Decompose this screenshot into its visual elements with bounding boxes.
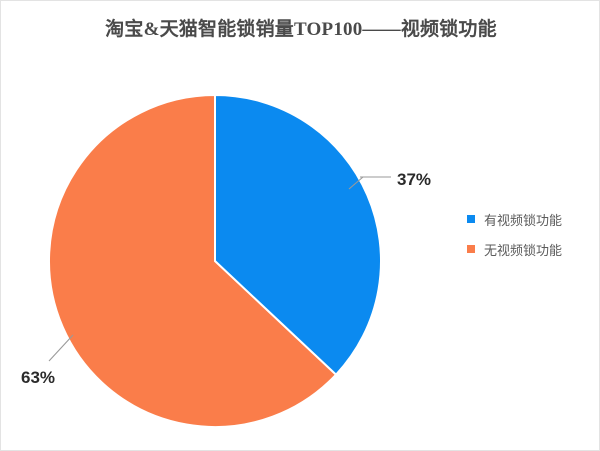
pie-label-blue-percent: 37% [397,170,431,189]
legend-item-label: 无视频锁功能 [484,242,563,258]
legend-item-no-video-lock[interactable]: 无视频锁功能 [467,234,587,264]
legend-item-label: 有视频锁功能 [484,212,563,228]
legend-swatch-icon-blue [467,215,475,223]
pie-slice-no-video-lock[interactable] [48,93,338,428]
pie-slice-has-video-lock[interactable] [214,93,382,377]
chart-title: 淘宝&天猫智能锁销量TOP100——视频锁功能 [105,19,497,40]
leader-line-blue-elbow [348,176,364,190]
pie-label-orange-percent: 63% [21,368,55,387]
legend-item-has-video-lock[interactable]: 有视频锁功能 [467,204,587,234]
leader-line-orange [48,334,74,362]
chart-legend: 有视频锁功能 无视频锁功能 [467,204,587,264]
legend-swatch-icon-orange [467,245,475,253]
